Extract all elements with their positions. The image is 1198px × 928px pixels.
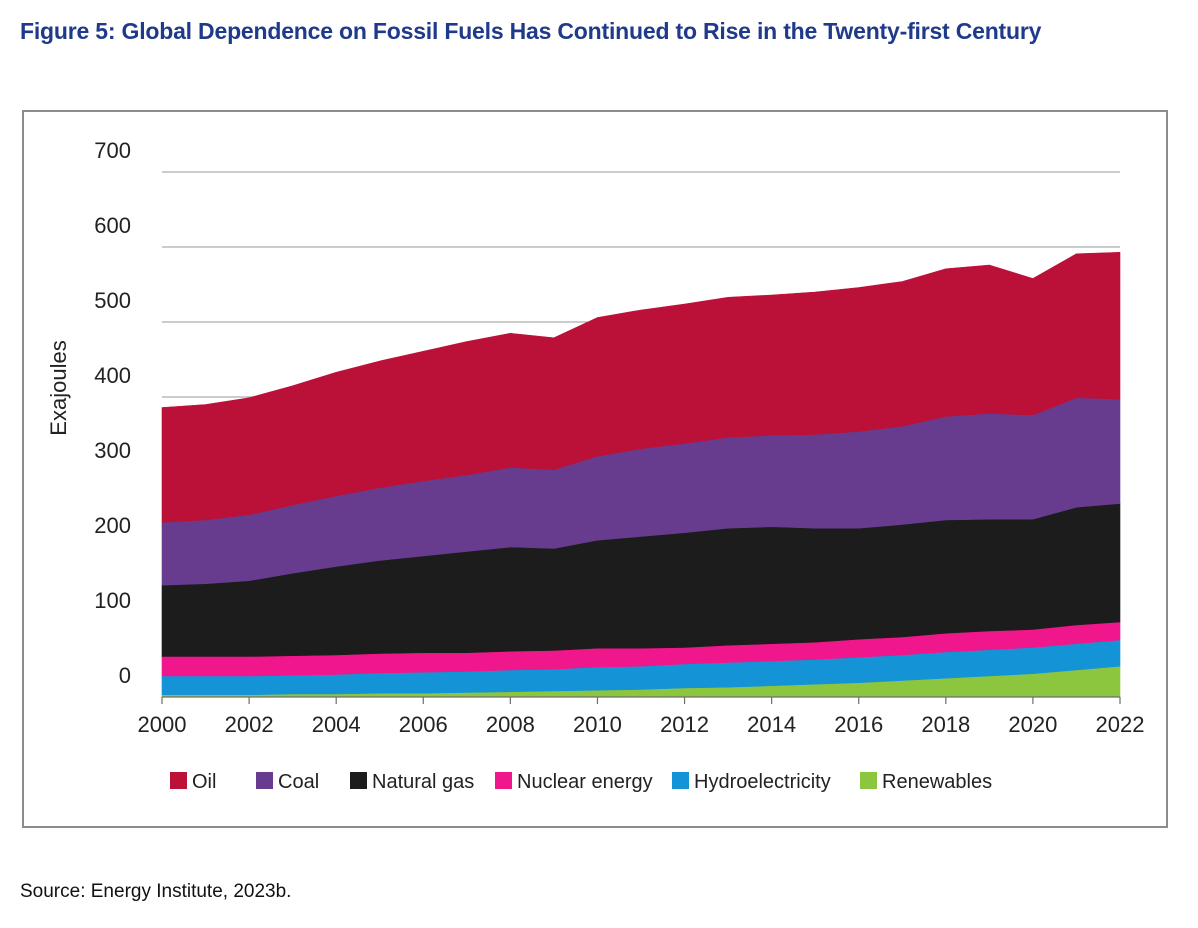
y-tick-label: 500 [94,288,131,313]
legend-item-natural-gas: Natural gas [350,771,474,793]
y-tick-label: 600 [94,213,131,238]
x-tick-label: 2004 [312,712,361,737]
legend-item-renewables: Renewables [860,771,992,793]
figure-title: Figure 5: Global Dependence on Fossil Fu… [20,18,1042,44]
legend-label: Natural gas [372,771,474,793]
x-tick-label: 2002 [225,712,274,737]
x-tick-label: 2022 [1096,712,1145,737]
legend-label: Renewables [882,771,992,793]
x-tick-label: 2018 [921,712,970,737]
x-tick-label: 2000 [138,712,187,737]
y-tick-label: 300 [94,438,131,463]
x-tick-label: 2020 [1008,712,1057,737]
y-tick-label: 200 [94,513,131,538]
legend-item-oil: Oil [170,771,216,793]
x-tick-label: 2008 [486,712,535,737]
chart-frame [22,110,1168,828]
legend-label: Hydroelectricity [694,771,831,793]
x-axis-ticks: 2000 2002 2004 2006 2008 2010 2012 2014 2016 2018… [138,696,1145,737]
legend-label: Oil [192,771,216,793]
legend-item-coal: Coal [256,771,319,793]
source-note: Source: Energy Institute, 2023b. [20,881,292,902]
y-axis-ticks: 0 100 200 300 400 500 600 700 [94,138,131,688]
legend-swatch [256,772,273,789]
y-tick-label: 700 [94,138,131,163]
x-tick-label: 2006 [399,712,448,737]
x-tick-label: 2014 [747,712,796,737]
y-tick-label: 0 [119,663,131,688]
area-series [161,251,1121,698]
legend: Oil Coal Natural gas Nuclear energy Hydroele… [170,771,992,793]
legend-swatch [350,772,367,789]
legend-label: Coal [278,771,319,793]
legend-label: Nuclear energy [517,771,653,793]
legend-item-hydroelectricity: Hydroelectricity [672,771,831,793]
legend-item-nuclear-energy: Nuclear energy [495,771,653,793]
legend-swatch [170,772,187,789]
x-tick-label: 2016 [834,712,883,737]
x-tick-label: 2010 [573,712,622,737]
y-tick-label: 100 [94,588,131,613]
legend-swatch [860,772,877,789]
y-axis-label: Exajoules [46,340,71,435]
x-tick-label: 2012 [660,712,709,737]
legend-swatch [495,772,512,789]
y-tick-label: 400 [94,363,131,388]
legend-swatch [672,772,689,789]
area-oil [161,251,1121,523]
